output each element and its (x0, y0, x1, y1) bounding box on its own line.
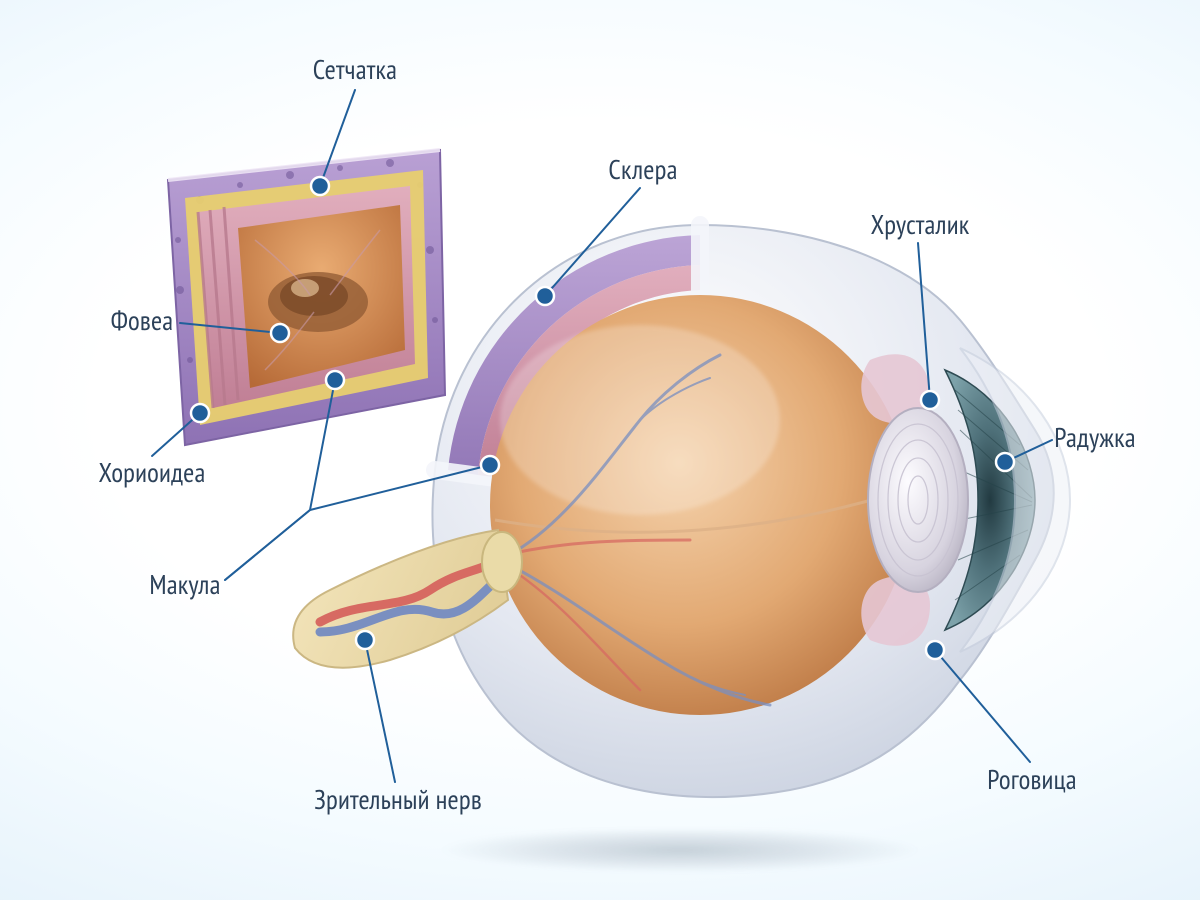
retina-inset (168, 150, 445, 445)
crystalline-lens (868, 408, 968, 592)
label-macula: Макула (149, 568, 220, 602)
diagram-canvas: Сетчатка Склера Хрусталик Радужка Рогови… (0, 0, 1200, 900)
label-lens: Хрусталик (871, 208, 970, 242)
label-iris: Радужка (1054, 421, 1135, 455)
label-sclera: Склера (608, 153, 677, 187)
label-retina: Сетчатка (313, 53, 397, 87)
label-nerve: Зрительный нерв (314, 783, 482, 817)
label-cornea: Роговица (987, 763, 1076, 797)
label-fovea: Фовеа (111, 304, 174, 338)
ground-shadow (360, 830, 1000, 880)
label-choroid: Хориоидеа (98, 456, 205, 490)
